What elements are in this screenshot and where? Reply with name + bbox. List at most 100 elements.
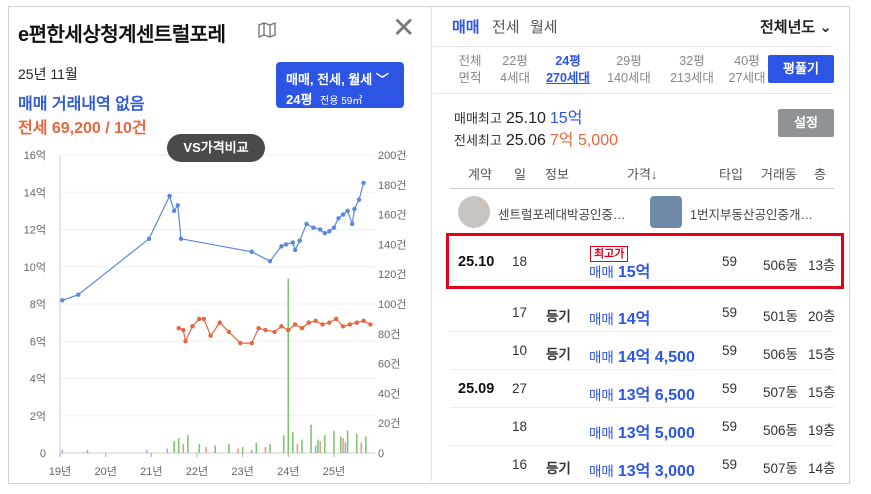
col-header-day[interactable]: 일 (514, 167, 526, 182)
table-row[interactable]: 18 매매 13억 5,000 59 506동 19층 (450, 407, 836, 446)
row-price-value: 13억 3,000 (617, 463, 695, 480)
row-day: 17 (512, 305, 528, 320)
price-point (352, 206, 357, 212)
size-option-29[interactable]: 29평 140세대 (601, 53, 657, 87)
x-tick-label: 24년 (277, 465, 299, 478)
y-right-tick-label: 0 (378, 448, 384, 460)
price-line (62, 182, 365, 301)
size-option-32[interactable]: 32평 213세대 (664, 53, 720, 87)
price-point (304, 221, 309, 227)
price-point (336, 216, 341, 221)
size-top: 32평 (679, 54, 705, 68)
row-price-value: 14억 4,500 (617, 349, 695, 366)
max-rent-summary: 전세최고 25.06 7억 5,000 (454, 126, 618, 150)
table-row[interactable]: 16 등기 매매 13억 3,000 59 507동 14층 (450, 445, 835, 483)
y-right-tick-label: 160건 (378, 209, 406, 222)
y-right-tick-label: 140건 (378, 238, 406, 251)
price-point (226, 329, 232, 335)
highlight-box (446, 233, 844, 289)
row-dong: 507동 (763, 385, 798, 400)
price-point (331, 225, 337, 230)
price-point (249, 340, 254, 346)
filter-types: 매매, 전세, 월세 (286, 72, 373, 87)
summary-date: 25년 11월 (18, 66, 78, 82)
row-floor: 19층 (808, 423, 836, 438)
col-header-floor[interactable]: 층 (814, 167, 826, 182)
size-top: 전체 (458, 54, 482, 68)
row-type: 59 (722, 254, 738, 269)
row-kind: 매매 (589, 350, 614, 365)
col-header-price[interactable]: 가격↓ (627, 167, 658, 182)
price-point (279, 324, 284, 329)
row-type: 59 (722, 457, 738, 472)
row-dong: 506동 (763, 347, 798, 362)
row-info: 등기 (546, 309, 571, 324)
filter-size-detail: 전용 59㎡ (320, 96, 363, 107)
flat-toggle-button[interactable]: 평풀기 (768, 55, 834, 83)
y-right-tick-label: 80건 (378, 328, 400, 341)
tab-trade[interactable]: 매매 (452, 19, 480, 36)
filter-dropdown-button[interactable]: 매매, 전세, 월세 ﹀ 24평 전용 59㎡ (276, 62, 404, 108)
row-price-value: 14억 (617, 311, 651, 328)
price-point (345, 208, 350, 214)
size-bottom: 4세대 (500, 71, 530, 85)
settings-button[interactable]: 설정 (778, 109, 834, 137)
vs-compare-button[interactable]: VS가격비교 (167, 134, 265, 162)
size-option-22[interactable]: 22평 4세대 (493, 53, 537, 87)
left-panel (9, 7, 432, 481)
x-tick-label: 21년 (140, 465, 162, 478)
table-row[interactable]: 10 등기 매매 14억 4,500 59 506동 15층 (450, 331, 835, 370)
row-price: 매매 14억 (589, 305, 650, 329)
col-header-contract[interactable]: 계약 (468, 167, 492, 182)
table-row[interactable]: 25.10 18 매매 15억 59 506동 13층 (450, 242, 835, 281)
close-icon[interactable]: ✕ (392, 12, 416, 43)
row-price-value: 15억 (617, 264, 651, 281)
price-point (340, 212, 346, 217)
y-right-tick-label: 40건 (378, 387, 400, 400)
table-row[interactable]: 17 등기 매매 14억 59 501동 20층 (450, 293, 835, 332)
row-price-value: 13억 6,500 (617, 387, 695, 404)
price-point (190, 324, 195, 329)
size-option-24[interactable]: 24평 270세대 (541, 53, 595, 87)
y-left-tick-label: 6억 (30, 335, 46, 348)
price-point (146, 236, 152, 242)
size-bottom: 면적 (458, 71, 482, 85)
tab-wolse[interactable]: 월세 (530, 19, 558, 36)
col-header-info[interactable]: 정보 (545, 167, 569, 182)
col-header-dong[interactable]: 거래동 (761, 167, 797, 182)
tab-jeonse[interactable]: 전세 (492, 19, 520, 36)
size-option-40[interactable]: 40평 27세대 (726, 53, 768, 87)
y-right-tick-label: 200건 (378, 149, 406, 162)
row-day: 18 (512, 254, 528, 269)
row-day: 16 (512, 457, 528, 472)
price-point (333, 316, 339, 322)
window-frame (8, 6, 850, 484)
max-trade-date: 25.10 (505, 110, 546, 127)
table-row[interactable]: 25.09 27 매매 13억 6,500 59 507동 15층 (450, 369, 835, 408)
row-type: 59 (722, 381, 738, 396)
row-dong: 506동 (763, 258, 798, 273)
y-left-tick-label: 2억 (30, 410, 46, 423)
size-top: 24평 (555, 54, 581, 68)
year-select[interactable]: 전체년도 ⌄ (760, 16, 832, 37)
col-header-type[interactable]: 타입 (719, 167, 743, 182)
row-type: 59 (722, 343, 738, 358)
price-point (267, 258, 273, 264)
y-right-tick-label: 120건 (378, 268, 406, 281)
price-point (356, 197, 362, 202)
y-left-tick-label: 14억 (24, 186, 46, 199)
price-point (306, 320, 312, 325)
price-point (327, 229, 332, 234)
row-dong: 507동 (763, 461, 798, 476)
price-point (340, 324, 346, 329)
size-bottom: 140세대 (607, 71, 651, 85)
price-point (297, 238, 302, 243)
price-point (299, 326, 305, 331)
max-rent-label: 전세최고 (454, 133, 502, 148)
map-icon[interactable] (258, 22, 276, 38)
size-bottom: 213세대 (670, 71, 714, 85)
price-point (208, 333, 213, 338)
y-right-tick-label: 100건 (378, 298, 406, 311)
